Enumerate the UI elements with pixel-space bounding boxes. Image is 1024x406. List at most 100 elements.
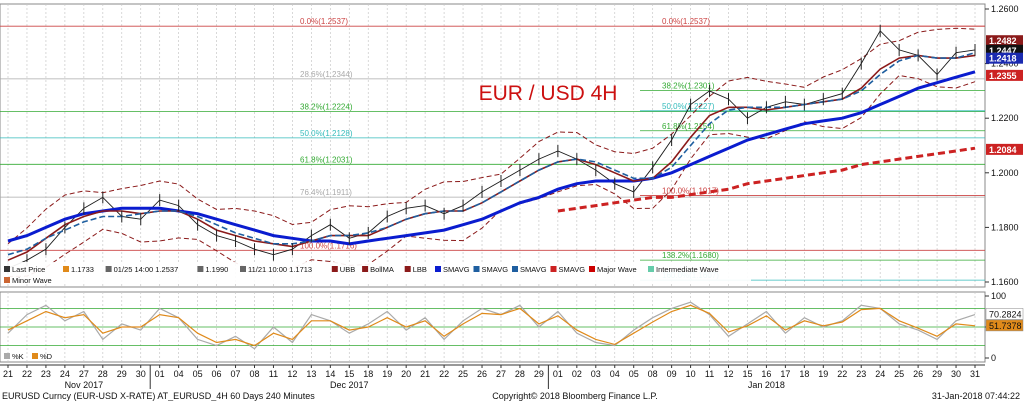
x-tick-label: 04: [174, 369, 184, 379]
x-tick-label: 20: [401, 369, 411, 379]
legend-label: 11/21 10:00 1.1713: [248, 265, 312, 274]
legend-label: BollMA: [370, 265, 394, 274]
legend-swatch: [648, 266, 654, 272]
x-tick-label: 08: [249, 369, 259, 379]
fib-level-label: 0.0%(1.2537): [300, 17, 348, 26]
x-tick-label: 18: [363, 369, 373, 379]
legend-label: Last Price: [12, 265, 45, 274]
legend-label: LBB: [413, 265, 427, 274]
x-tick-label: 23: [41, 369, 51, 379]
series-line-4: [557, 146, 976, 213]
osc-legend-swatch: [4, 353, 10, 359]
x-tick-label: 27: [496, 369, 506, 379]
chart-title: EUR / USD 4H: [479, 82, 618, 105]
legend-label: SMAVG: [443, 265, 470, 274]
x-tick-label: 24: [60, 369, 70, 379]
legend-swatch: [4, 277, 10, 283]
y-tick-label: 1.1600: [991, 277, 1019, 287]
osc-k-line: [7, 301, 976, 350]
x-tick-label: 17: [780, 369, 790, 379]
month-label: Dec 2017: [330, 380, 369, 390]
legend-swatch: [4, 266, 10, 272]
legend-bg: [1, 262, 751, 284]
x-tick-label: 06: [212, 369, 222, 379]
y-tick-label: 1.2200: [991, 113, 1019, 123]
x-tick-label: 26: [913, 369, 923, 379]
fib-right-label: 0.0%(1.2537): [662, 17, 710, 26]
price-tag-bg: [986, 52, 1023, 64]
price-panel-frame: [0, 3, 986, 288]
x-tick-label: 24: [875, 369, 885, 379]
legend-swatch: [550, 266, 557, 272]
x-tick-label: 02: [572, 369, 582, 379]
x-tick-label: 08: [648, 369, 658, 379]
series-line-1: [7, 70, 976, 246]
series-line-0: [7, 30, 976, 269]
x-tick-label: 15: [344, 369, 354, 379]
price-tag-bg: [986, 143, 1023, 155]
x-tick-label: 07: [231, 369, 241, 379]
month-label: Nov 2017: [65, 380, 104, 390]
x-tick-label: 18: [799, 369, 809, 379]
y-tick-label: 1.1800: [991, 222, 1019, 232]
x-tick-label: 21: [420, 369, 430, 379]
legend-swatch: [404, 266, 411, 272]
x-tick-label: 01: [155, 369, 165, 379]
x-tick-label: 11: [269, 369, 278, 379]
osc-tag-bg: [985, 308, 1024, 320]
legend-label: Major Wave: [597, 265, 637, 274]
x-tick-label: 27: [79, 369, 89, 379]
footer-right: 31-Jan-2018 07:44:22: [932, 391, 1020, 401]
y-tick-label: 1.2600: [991, 4, 1019, 14]
x-tick-label: 11: [705, 369, 714, 379]
legend-swatch: [473, 266, 480, 272]
legend-label: 01/25 14:00 1.2537: [114, 265, 179, 274]
x-tick-label: 04: [610, 369, 620, 379]
x-tick-label: 23: [856, 369, 866, 379]
osc-legend-swatch: [32, 353, 38, 359]
price-tag-label: 1.2482: [989, 36, 1017, 46]
fib-right-label: 100.0%(1.1917): [662, 186, 719, 195]
fib-right-label: 61.8%(1.2154): [662, 122, 715, 131]
price-tag-bg: [986, 44, 1023, 56]
footer-center: Copyright© 2018 Bloomberg Finance L.P.: [492, 391, 658, 401]
legend-swatch: [589, 266, 595, 272]
x-tick-label: 10: [686, 369, 696, 379]
x-tick-label: 13: [306, 369, 316, 379]
x-tick-label: 05: [629, 369, 639, 379]
legend-label: 1.1733: [71, 265, 94, 274]
legend-swatch: [240, 266, 246, 272]
x-tick-label: 28: [98, 369, 108, 379]
x-tick-label: 29: [932, 369, 942, 379]
legend-swatch: [512, 266, 518, 272]
x-tick-label: 22: [837, 369, 847, 379]
x-tick-label: 03: [591, 369, 601, 379]
month-label: Jan 2018: [748, 380, 785, 390]
legend-label: UBB: [340, 265, 355, 274]
osc-tag-label: 51.7378: [989, 321, 1022, 331]
legend-label: SMAVG: [559, 265, 586, 274]
x-tick-label: 09: [667, 369, 677, 379]
legend-swatch: [435, 266, 441, 272]
x-tick-label: 28: [515, 369, 525, 379]
x-tick-label: 30: [951, 369, 961, 379]
osc-tag-label: 70.2824: [989, 309, 1022, 319]
osc-legend-label: %D: [40, 352, 53, 361]
osc-legend-label: %K: [12, 352, 24, 361]
fib-level-label: 50.0%(1.2128): [300, 129, 353, 138]
x-tick-label: 19: [818, 369, 828, 379]
x-tick-label: 30: [136, 369, 146, 379]
price-tag-label: 1.2084: [989, 145, 1017, 155]
x-tick-label: 22: [22, 369, 32, 379]
x-tick-label: 26: [477, 369, 487, 379]
y-tick-label: 1.2000: [991, 168, 1019, 178]
price-tag-label: 1.2447: [989, 46, 1017, 56]
osc-tag-bg: [985, 319, 1024, 332]
footer-left: EURUSD Curncy (EUR-USD X-RATE) AT_EURUSD…: [2, 391, 315, 401]
osc-d-line: [7, 304, 976, 347]
fib-right-label: 50.0%(1.2227): [662, 102, 715, 111]
x-tick-label: 16: [761, 369, 771, 379]
legend-label: SMAVG: [520, 265, 547, 274]
legend-swatch: [197, 266, 204, 272]
